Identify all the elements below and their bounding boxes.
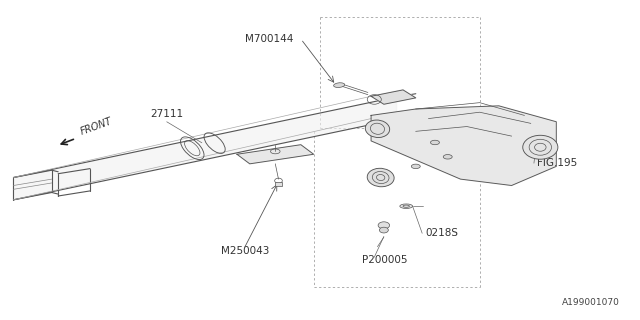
Ellipse shape xyxy=(431,140,440,145)
Text: 27111: 27111 xyxy=(150,108,183,119)
Ellipse shape xyxy=(367,168,394,187)
Text: M700144: M700144 xyxy=(245,34,294,44)
Polygon shape xyxy=(237,145,314,164)
Polygon shape xyxy=(371,106,556,186)
Text: 0218S: 0218S xyxy=(426,228,458,238)
Ellipse shape xyxy=(378,222,390,229)
Ellipse shape xyxy=(365,120,390,138)
Ellipse shape xyxy=(333,83,345,87)
Text: P200005: P200005 xyxy=(362,255,407,265)
Text: FIG.195: FIG.195 xyxy=(537,158,577,168)
Polygon shape xyxy=(13,97,397,200)
Text: M250043: M250043 xyxy=(221,246,269,256)
Text: FRONT: FRONT xyxy=(79,116,113,137)
Ellipse shape xyxy=(523,135,558,159)
Ellipse shape xyxy=(380,227,388,233)
Text: A199001070: A199001070 xyxy=(563,298,620,307)
Bar xyxy=(275,182,282,186)
Ellipse shape xyxy=(412,164,420,169)
Polygon shape xyxy=(371,90,416,104)
Ellipse shape xyxy=(444,155,452,159)
Ellipse shape xyxy=(400,204,413,208)
